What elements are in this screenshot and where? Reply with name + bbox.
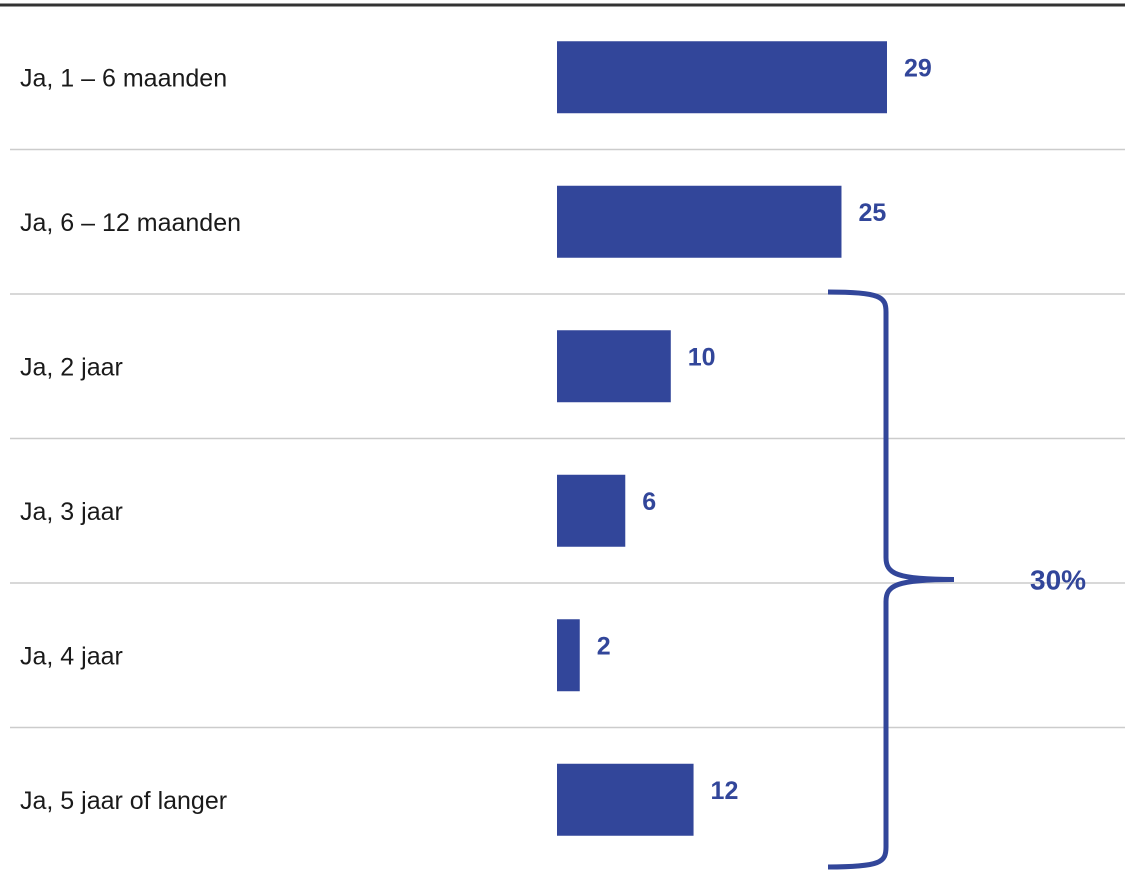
value-label: 2 xyxy=(597,632,611,660)
bar xyxy=(557,330,671,403)
total-bracket xyxy=(827,289,955,870)
value-label: 29 xyxy=(904,54,932,82)
value-label: 25 xyxy=(858,199,886,227)
value-label: 10 xyxy=(688,343,716,371)
category-label: Ja, 4 jaar xyxy=(20,642,123,670)
chart-rows: Ja, 1 – 6 maanden 29 Ja, 6 – 12 maanden 25 J… xyxy=(10,41,1125,836)
value-label: 6 xyxy=(642,488,656,516)
bar xyxy=(557,763,694,836)
category-label: Ja, 5 jaar of langer xyxy=(20,787,227,815)
category-label: Ja, 6 – 12 maanden xyxy=(20,209,241,237)
value-label: 12 xyxy=(711,777,739,805)
category-label: Ja, 3 jaar xyxy=(20,498,123,526)
category-label: Ja, 1 – 6 maanden xyxy=(20,64,227,92)
bracket-label: 30% xyxy=(1030,565,1086,596)
category-label: Ja, 2 jaar xyxy=(20,353,123,381)
bar xyxy=(557,185,842,258)
bar xyxy=(557,41,887,114)
bar xyxy=(557,474,626,547)
bar xyxy=(557,619,580,692)
